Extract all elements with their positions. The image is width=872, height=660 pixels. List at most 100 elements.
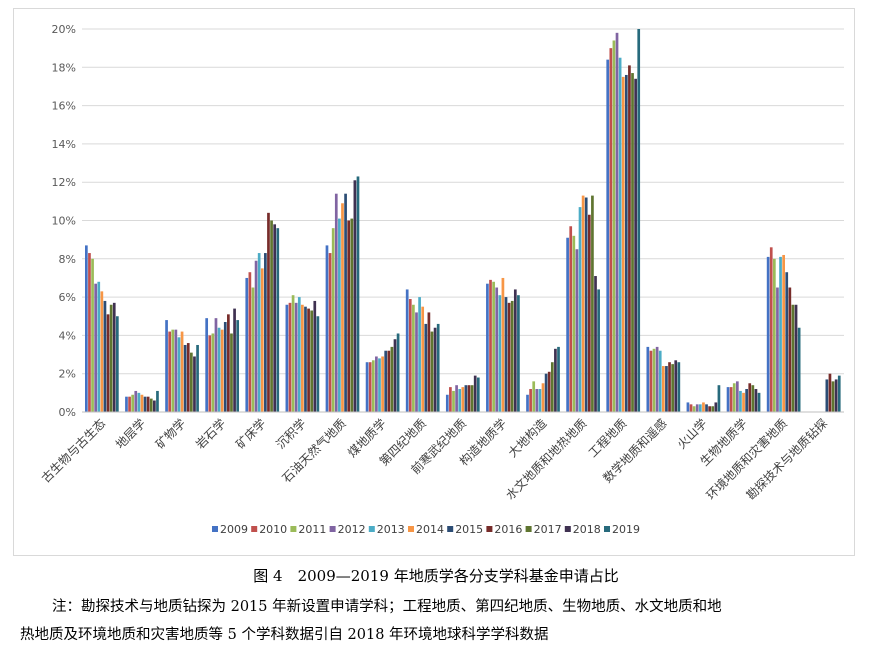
bar-2014 — [541, 383, 545, 412]
legend-label-2012: 2012 — [338, 523, 366, 536]
bar-2019 — [677, 362, 681, 412]
bar-2009 — [165, 320, 168, 412]
bar-2018 — [273, 224, 277, 412]
bar-2017 — [390, 346, 394, 412]
bar-2010 — [408, 299, 412, 412]
bar-2018 — [754, 389, 758, 412]
bar-2019 — [637, 29, 641, 412]
legend-label-2010: 2010 — [259, 523, 287, 536]
bar-2018 — [353, 180, 357, 412]
legend-swatch-2015 — [447, 526, 454, 532]
bar-2012 — [415, 312, 418, 412]
bar-2012 — [535, 389, 539, 412]
bar-2015 — [344, 193, 347, 412]
figure-note-line1: 注：勘探技术与地质钻探为 2015 年新设置申请学科；工程地质、第四纪地质、生物… — [52, 599, 722, 615]
bar-2017 — [631, 73, 634, 413]
bar-2009 — [325, 245, 329, 412]
bar-2015 — [705, 404, 708, 412]
bar-2018 — [112, 302, 116, 412]
bar-2012 — [575, 249, 579, 412]
y-tick-label: 14% — [52, 138, 76, 151]
bar-2017 — [310, 310, 314, 412]
bar-2013 — [578, 207, 582, 412]
y-tick-label: 2% — [59, 368, 76, 381]
bar-2013 — [378, 358, 381, 412]
legend-label-2018: 2018 — [573, 523, 601, 536]
bar-2018 — [193, 356, 196, 412]
bar-2011 — [652, 348, 656, 412]
bar-2015 — [745, 389, 748, 412]
bar-2013 — [458, 389, 462, 412]
legend-label-2017: 2017 — [534, 523, 562, 536]
bar-2012 — [94, 283, 97, 412]
bar-2015 — [665, 366, 668, 412]
bar-2010 — [729, 387, 733, 412]
bar-2012 — [174, 329, 178, 412]
bar-2016 — [628, 65, 631, 412]
bar-2012 — [655, 346, 659, 412]
bar-2016 — [146, 396, 150, 412]
figure-caption: 图 4 2009—2019 年地质学各分支学科基金申请占比 — [253, 567, 619, 585]
chart-frame: 0% 2% 4% 6% 8% 10% 12% 14% 16% 18% 20% 古生物与古生态 地层学 矿物… — [13, 8, 855, 556]
bar-2017 — [671, 364, 674, 413]
bar-chart: 0% 2% 4% 6% 8% 10% 12% 14% 16% 18% 20% 古生物与古生态 地层学 矿物… — [38, 23, 844, 536]
bar-2019 — [797, 327, 801, 412]
y-tick-label: 6% — [59, 291, 76, 304]
bar-2015 — [544, 373, 548, 412]
bar-2010 — [88, 253, 91, 412]
y-tick-label: 10% — [52, 215, 76, 228]
bar-2012 — [254, 260, 258, 412]
bar-2018 — [313, 300, 317, 412]
y-tick-label: 16% — [52, 100, 76, 113]
legend-swatch-2012 — [329, 526, 336, 532]
bar-2016 — [547, 371, 551, 412]
bar-2015 — [424, 323, 428, 412]
bar-2018 — [794, 304, 798, 412]
bar-2017 — [791, 304, 795, 412]
bar-2014 — [421, 306, 425, 412]
legend-swatch-2014 — [408, 526, 414, 532]
bar-2017 — [350, 218, 354, 412]
bar-2019 — [517, 295, 520, 412]
bar-2019 — [276, 228, 280, 412]
bar-2016 — [708, 406, 711, 412]
bar-2014 — [100, 291, 104, 412]
legend-swatch-2017 — [525, 526, 532, 532]
bar-2011 — [492, 281, 495, 412]
bar-2013 — [698, 404, 702, 412]
bar-2019 — [356, 176, 360, 412]
bar-2018 — [433, 327, 437, 412]
bar-2010 — [368, 362, 372, 412]
bar-2017 — [109, 304, 113, 412]
bar-2015 — [264, 253, 267, 412]
legend-swatch-2019 — [604, 526, 610, 532]
bar-2017 — [550, 362, 554, 412]
bar-2013 — [338, 218, 341, 412]
bar-2015 — [223, 322, 227, 412]
bar-2018 — [594, 276, 597, 412]
bar-2014 — [702, 402, 705, 412]
bar-2019 — [116, 316, 119, 412]
bar-2013 — [97, 281, 101, 412]
bar-2011 — [251, 287, 255, 412]
bar-2013 — [297, 297, 301, 412]
bar-2014 — [260, 268, 264, 413]
bar-2017 — [831, 381, 835, 412]
bar-2017 — [230, 333, 233, 412]
bar-2019 — [156, 390, 159, 412]
bar-2011 — [171, 329, 175, 412]
bar-2019 — [236, 320, 240, 412]
bar-2018 — [834, 379, 838, 412]
bar-2011 — [452, 390, 455, 412]
bar-2009 — [606, 59, 610, 412]
bar-2014 — [661, 366, 665, 412]
legend-label-2015: 2015 — [455, 523, 483, 536]
bar-2016 — [507, 302, 511, 412]
bar-2018 — [674, 360, 678, 412]
bar-2016 — [267, 212, 270, 412]
bar-2012 — [776, 287, 779, 412]
bar-2009 — [365, 362, 369, 412]
bar-2014 — [621, 76, 625, 413]
bar-2015 — [384, 350, 388, 412]
bar-2009 — [686, 402, 690, 412]
